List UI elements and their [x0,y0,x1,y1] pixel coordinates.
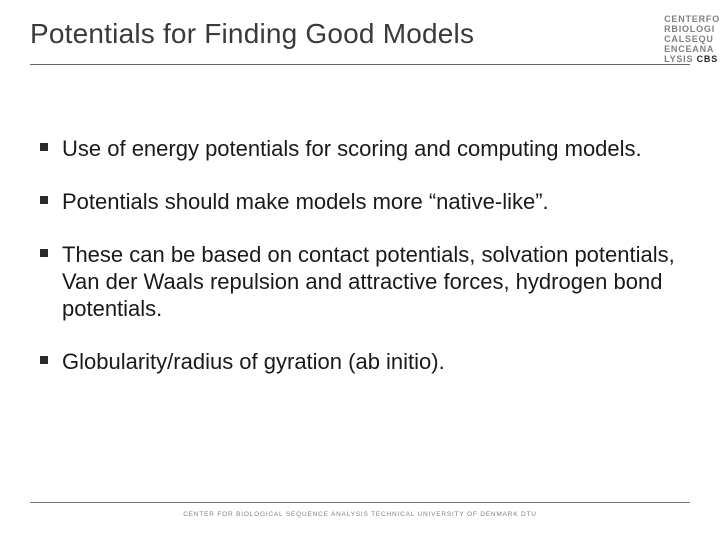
bullet-text: These can be based on contact potentials… [62,241,680,322]
slide-title: Potentials for Finding Good Models [30,18,690,50]
bullet-item: These can be based on contact potentials… [40,241,680,322]
institution-logo: CENTERFO RBIOLOGI CALSEQU ENCEANA LYSIS … [664,14,720,64]
bullet-text: Potentials should make models more “nati… [62,188,549,215]
bullet-marker-icon [40,143,48,151]
bullet-item: Globularity/radius of gyration (ab initi… [40,348,680,375]
logo-line: CENTERFO [664,14,720,24]
bullet-item: Potentials should make models more “nati… [40,188,680,215]
bullet-text: Globularity/radius of gyration (ab initi… [62,348,445,375]
logo-cbs: CBS [697,54,718,64]
content-area: Use of energy potentials for scoring and… [0,65,720,375]
bullet-text: Use of energy potentials for scoring and… [62,135,642,162]
bullet-marker-icon [40,356,48,364]
logo-line: RBIOLOGI [664,24,715,34]
logo-line: LYSIS [664,54,693,64]
bullet-item: Use of energy potentials for scoring and… [40,135,680,162]
bullet-marker-icon [40,196,48,204]
bullet-marker-icon [40,249,48,257]
slide: CENTERFO RBIOLOGI CALSEQU ENCEANA LYSIS … [0,0,720,540]
logo-line: CALSEQU [664,34,714,44]
logo-line: ENCEANA [664,44,714,54]
title-area: Potentials for Finding Good Models [0,0,720,58]
footer-text: CENTER FOR BIOLOGICAL SEQUENCE ANALYSIS … [30,511,690,518]
footer-area: CENTER FOR BIOLOGICAL SEQUENCE ANALYSIS … [30,502,690,518]
footer-line [30,502,690,503]
